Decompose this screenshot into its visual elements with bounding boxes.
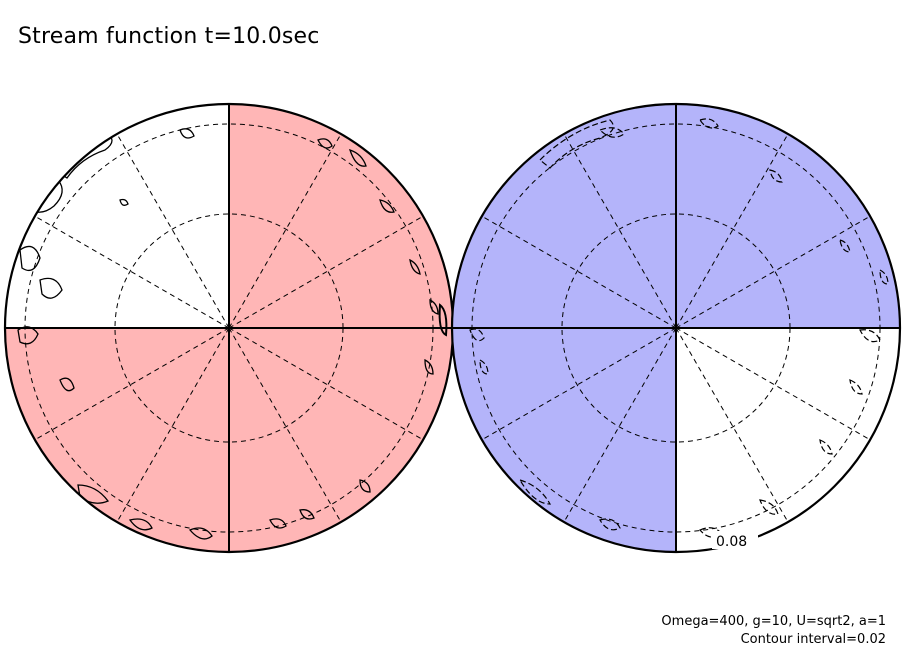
contour-label: 0.08 (716, 534, 747, 550)
left-meridian-120 (116, 133, 230, 329)
left-meridian-330 (228, 327, 453, 458)
right-axes (452, 104, 900, 552)
left-fill-upper-right (229, 104, 453, 328)
left-axes (5, 104, 453, 552)
plot-title: Stream function t=10.0sec (18, 24, 320, 49)
right-meridian-330 (675, 327, 900, 458)
right-contours (469, 118, 889, 538)
right-meridian-120 (563, 133, 677, 329)
left-meridian-150 (5, 198, 230, 329)
right-hemisphere: 0.08 (450, 102, 902, 554)
left-meridian-60 (228, 133, 342, 329)
contour-interval-text: Contour interval=0.02 (740, 632, 886, 647)
contour-label-background (712, 531, 758, 549)
right-meridian-60 (675, 133, 789, 329)
left-hemisphere (3, 102, 455, 554)
left-meridian-300 (228, 327, 342, 523)
left-fill-lower-left (5, 328, 229, 552)
parameters-text: Omega=400, g=10, U=sqrt2, a=1 (661, 614, 886, 629)
right-meridian-150 (452, 198, 677, 329)
right-meridian-30 (675, 198, 900, 329)
right-meridian-240 (563, 327, 677, 523)
left-meridian-30 (228, 198, 453, 329)
left-meridian-240 (116, 327, 230, 523)
right-meridian-210 (452, 327, 677, 458)
right-boundary-circle (450, 102, 902, 554)
right-meridian-300 (675, 327, 789, 523)
left-meridian-210 (5, 327, 230, 458)
